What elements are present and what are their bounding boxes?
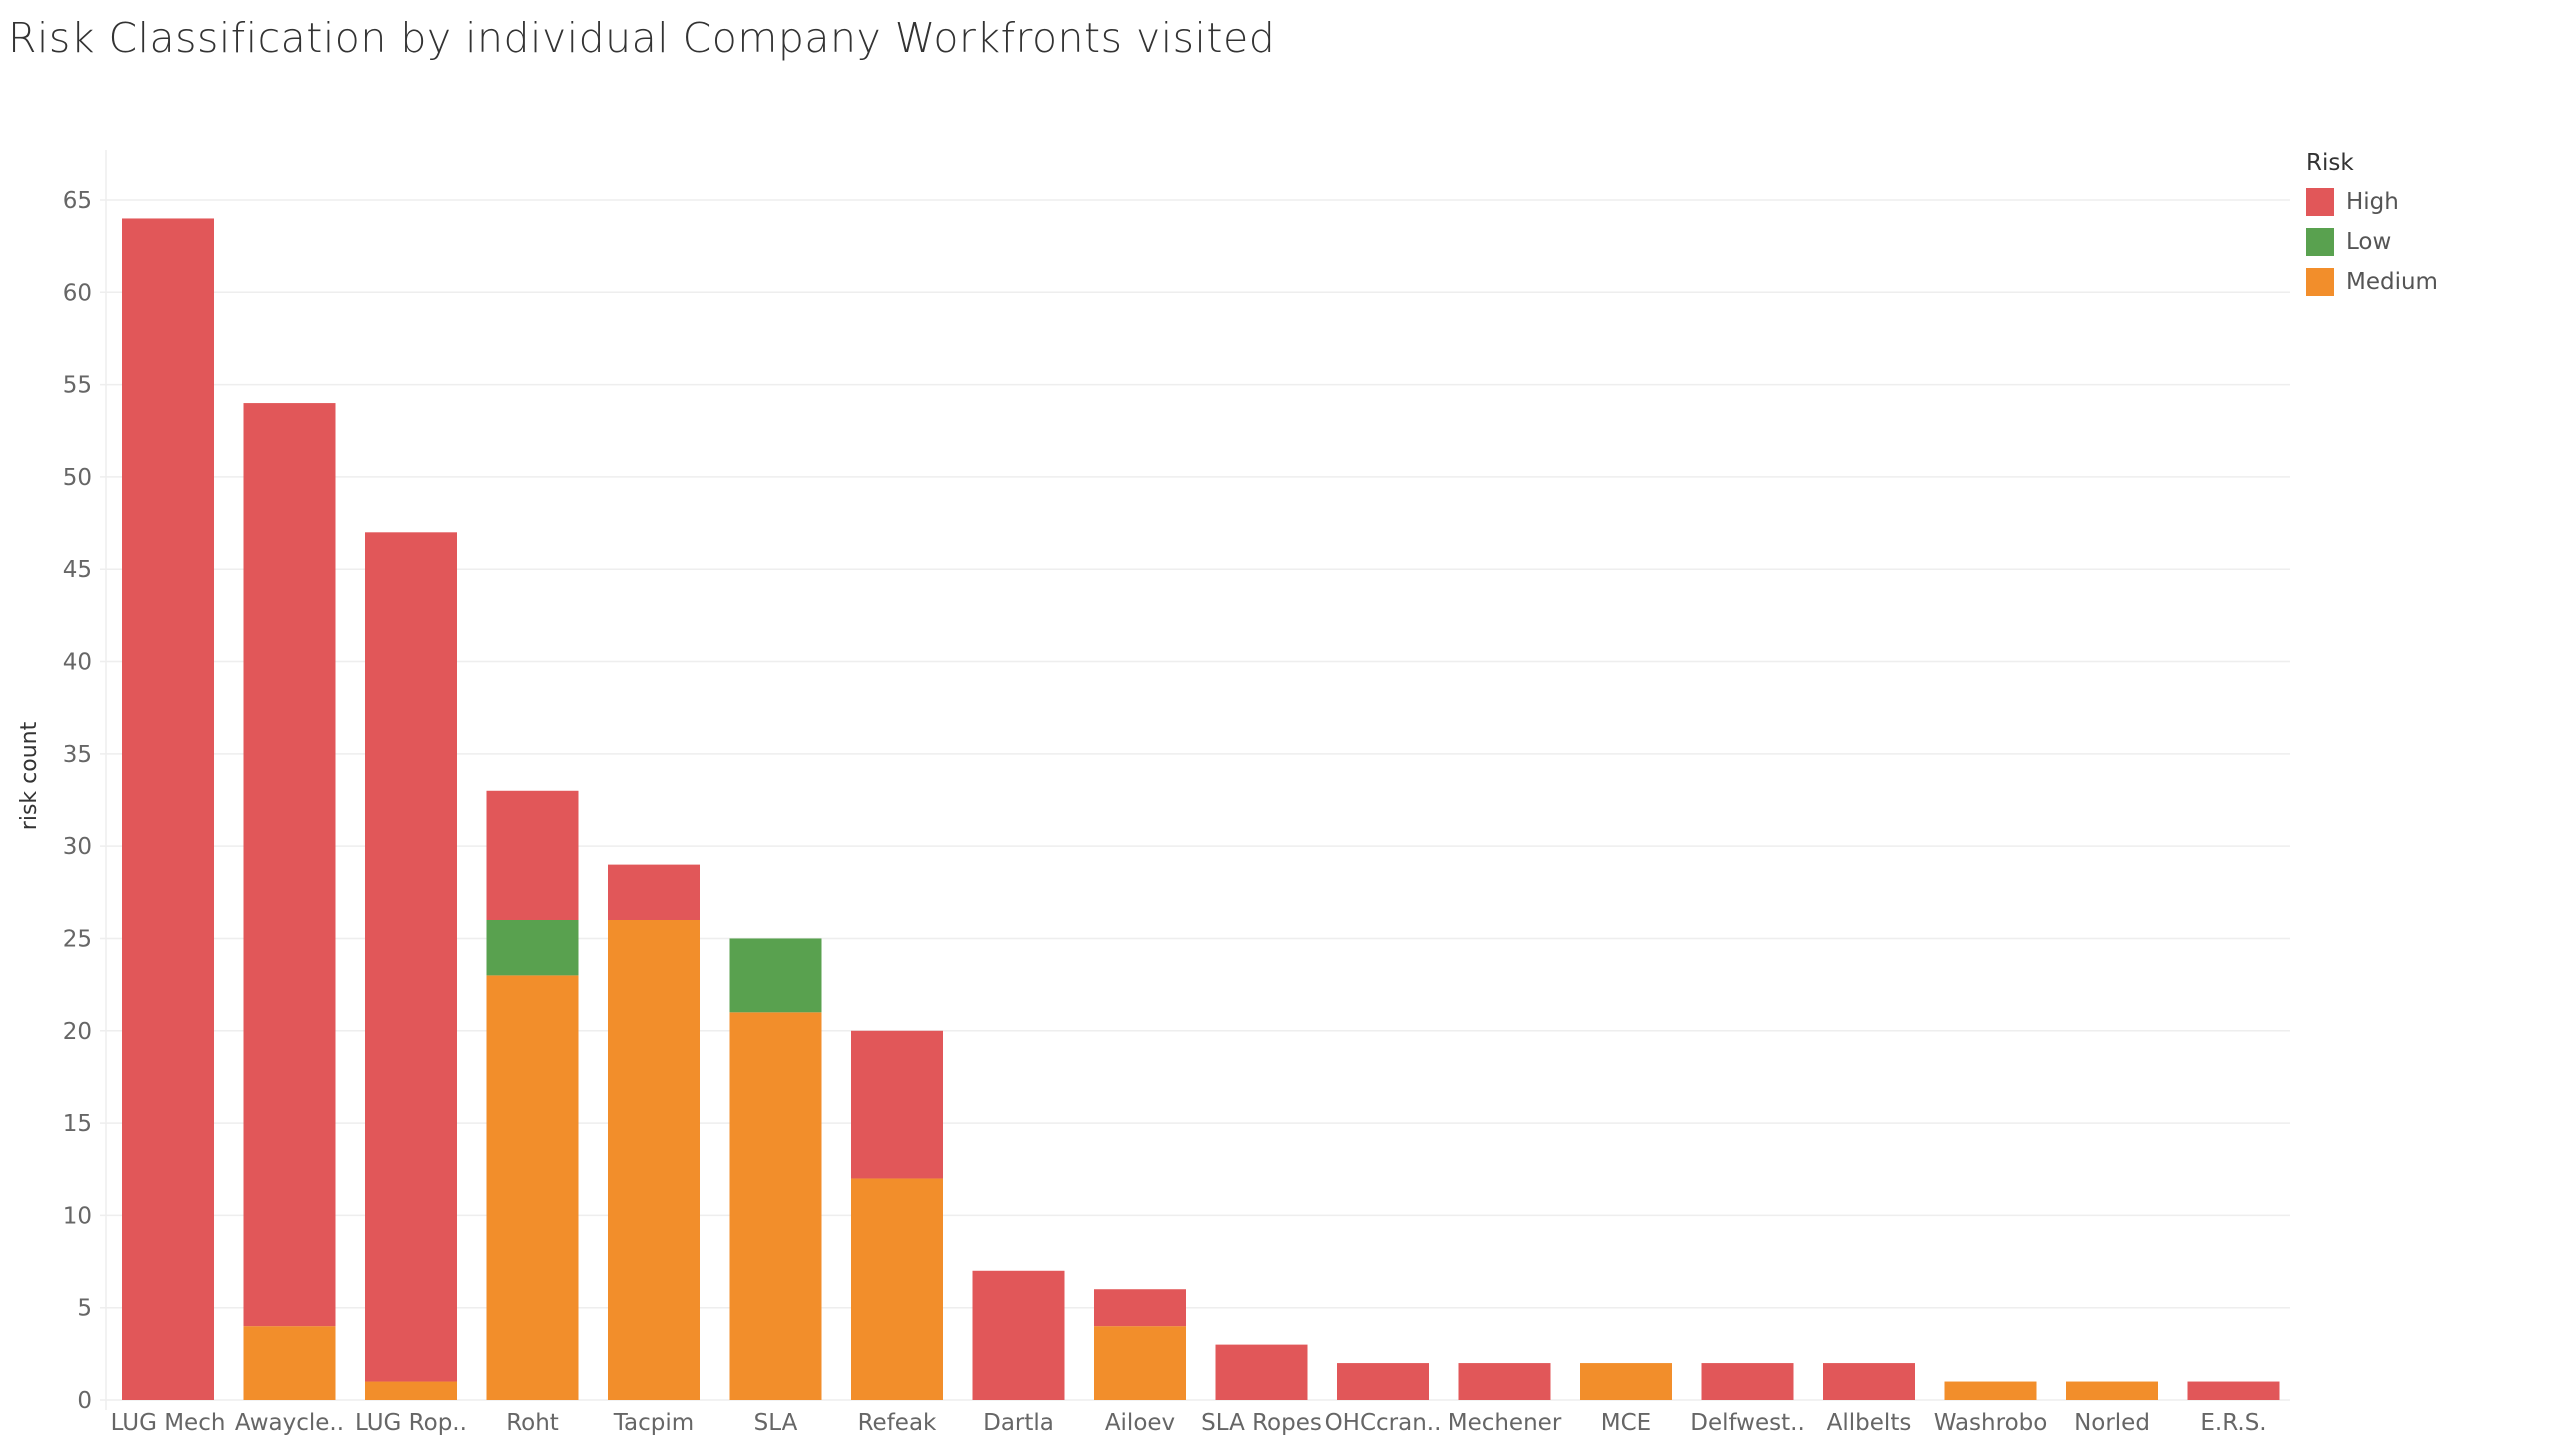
gridlines: [100, 150, 2290, 1410]
x-tick-label: Refeak: [858, 1410, 937, 1436]
y-tick-label: 45: [63, 557, 92, 583]
legend-item-low[interactable]: Low: [2306, 222, 2438, 262]
y-tick-label: 10: [63, 1203, 92, 1229]
x-tick-label: E.R.S.: [2200, 1410, 2266, 1436]
x-tick-label: LUG Mech: [111, 1410, 226, 1436]
bar-segment-high[interactable]: [1094, 1289, 1186, 1327]
bar-segment-medium[interactable]: [608, 920, 700, 1400]
bar-segment-high[interactable]: [1337, 1363, 1429, 1400]
y-tick-label: 50: [63, 465, 92, 491]
y-tick-label: 60: [63, 280, 92, 306]
bar-segment-medium[interactable]: [1094, 1326, 1186, 1400]
bar-segment-medium[interactable]: [1580, 1363, 1672, 1400]
bar-segment-high[interactable]: [1823, 1363, 1915, 1400]
bar-segment-medium[interactable]: [486, 975, 579, 1400]
y-tick-label: 5: [77, 1296, 92, 1322]
bar-chart: 0 5 10 15 20 25 30 35 40 45 50 55 60 65 LUG Mech Awayc…: [17, 150, 2290, 1436]
y-axis-ticks: 0 5 10 15 20 25 30 35 40 45 50 55 60 65: [63, 188, 92, 1414]
bar-segment-high[interactable]: [1215, 1344, 1308, 1400]
x-tick-label: Ailoev: [1105, 1410, 1175, 1436]
legend-label: High: [2346, 189, 2399, 215]
bars: [122, 218, 2280, 1400]
bar-segment-medium[interactable]: [729, 1012, 822, 1400]
y-tick-label: 65: [63, 188, 92, 214]
legend: Risk High Low Medium: [2306, 150, 2438, 302]
legend-item-medium[interactable]: Medium: [2306, 262, 2438, 302]
bar-segment-medium[interactable]: [365, 1381, 457, 1400]
legend-swatch: [2306, 228, 2334, 256]
y-axis-label: risk count: [17, 721, 42, 830]
legend-label: Low: [2346, 229, 2392, 255]
bar-segment-high[interactable]: [608, 864, 700, 920]
bar-segment-low[interactable]: [729, 938, 822, 1013]
x-tick-label: Tacpim: [613, 1410, 694, 1436]
bar-segment-high[interactable]: [1701, 1363, 1794, 1400]
y-tick-label: 20: [63, 1019, 92, 1045]
x-tick-label: MCE: [1601, 1410, 1651, 1436]
x-tick-label: Delfwest..: [1690, 1410, 1805, 1436]
bar-segment-high[interactable]: [122, 218, 214, 1400]
x-tick-label: Dartla: [983, 1410, 1054, 1436]
bar-segment-medium[interactable]: [1944, 1381, 2037, 1400]
bar-segment-high[interactable]: [1458, 1363, 1551, 1400]
y-tick-label: 55: [63, 373, 92, 399]
y-tick-label: 35: [63, 742, 92, 768]
y-tick-label: 15: [63, 1111, 92, 1137]
legend-item-high[interactable]: High: [2306, 182, 2438, 222]
bar-segment-high[interactable]: [851, 1030, 943, 1179]
legend-label: Medium: [2346, 269, 2438, 295]
bar-segment-high[interactable]: [2187, 1381, 2280, 1400]
y-tick-label: 40: [63, 650, 92, 676]
x-tick-label: SLA: [754, 1410, 798, 1436]
x-tick-label: Allbelts: [1827, 1410, 1912, 1436]
y-tick-label: 30: [63, 834, 92, 860]
legend-swatch: [2306, 188, 2334, 216]
chart-title: Risk Classification by individual Compan…: [8, 14, 1276, 62]
bar-segment-high[interactable]: [486, 790, 579, 920]
x-tick-label: Washrobo: [1934, 1410, 2048, 1436]
y-tick-label: 25: [63, 926, 92, 952]
x-tick-label: Roht: [506, 1410, 559, 1436]
x-tick-label: Norled: [2074, 1410, 2150, 1436]
x-axis-ticks: LUG Mech Awaycle.. LUG Rop.. Roht Tacpim SLA R…: [111, 1410, 2267, 1436]
bar-segment-medium[interactable]: [2066, 1381, 2158, 1400]
legend-swatch: [2306, 268, 2334, 296]
bar-segment-high[interactable]: [243, 403, 336, 1327]
bar-segment-medium[interactable]: [243, 1326, 336, 1400]
bar-segment-high[interactable]: [365, 532, 457, 1382]
bar-segment-medium[interactable]: [851, 1178, 943, 1400]
x-tick-label: OHCcran..: [1325, 1410, 1442, 1436]
bar-segment-low[interactable]: [486, 920, 579, 976]
bar-segment-high[interactable]: [972, 1270, 1065, 1400]
x-tick-label: SLA Ropes: [1201, 1410, 1322, 1436]
x-tick-label: Mechener: [1448, 1410, 1562, 1436]
x-tick-label: LUG Rop..: [355, 1410, 467, 1436]
legend-title: Risk: [2306, 150, 2354, 176]
y-tick-label: 0: [77, 1388, 92, 1414]
x-tick-label: Awaycle..: [235, 1410, 344, 1436]
